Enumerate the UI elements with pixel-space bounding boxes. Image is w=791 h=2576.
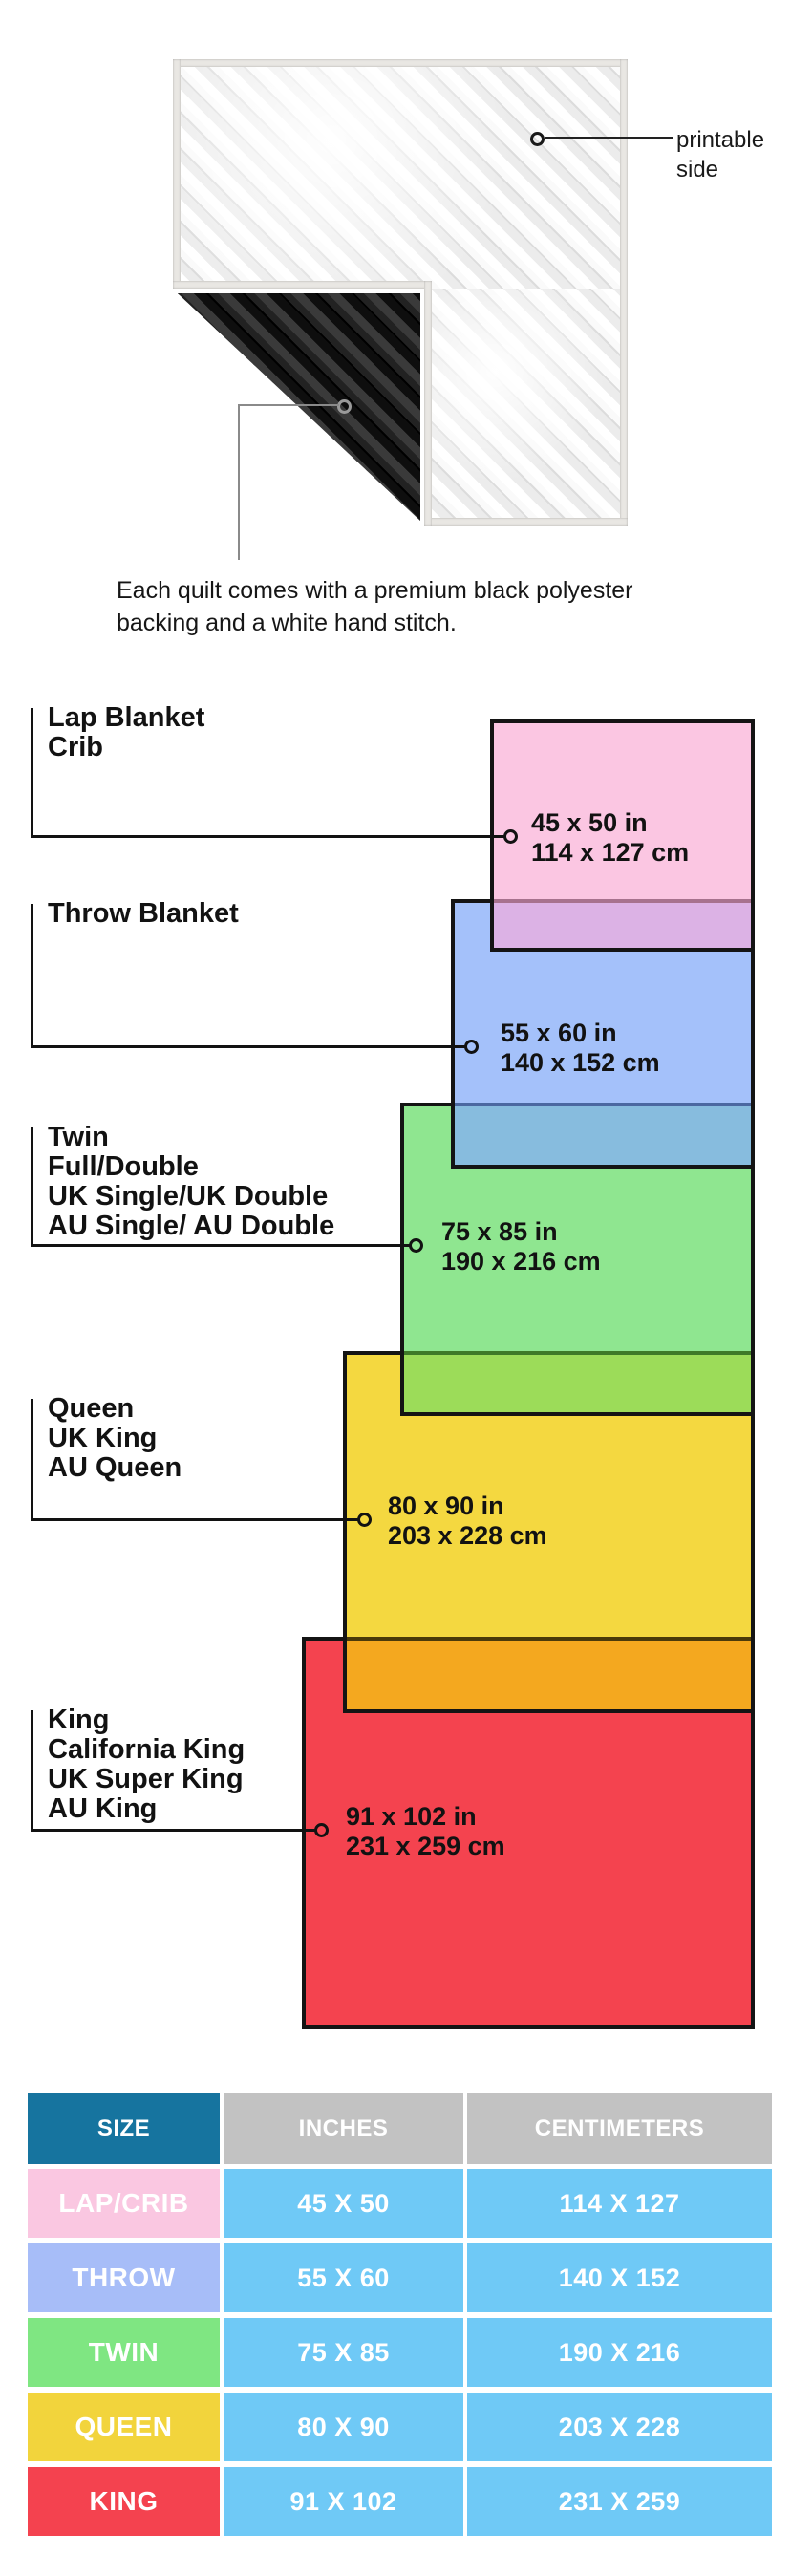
- quilt-binding-right: [620, 59, 628, 526]
- tier-size-cm: 114 x 127 cm: [531, 838, 690, 867]
- table-cell-cm: 114 X 127: [467, 2169, 772, 2238]
- quilt-binding-left: [173, 59, 181, 289]
- overlap-twin-queen: [404, 1355, 751, 1412]
- table-cell-inches: 45 X 50: [224, 2169, 463, 2238]
- black-backing-dot: [337, 399, 352, 414]
- overlap-throw-twin: [455, 1106, 751, 1165]
- printable-side-line: [545, 137, 673, 139]
- overlap-line-king-top: [347, 1637, 751, 1641]
- tier-label-line: AU King: [48, 1793, 158, 1824]
- quilt-binding-top: [173, 59, 628, 67]
- tier-label-line: California King: [48, 1734, 246, 1765]
- table-cell-cm: 190 X 216: [467, 2318, 772, 2387]
- tier-size-inches: 45 x 50 in: [531, 808, 648, 837]
- tier-label-line: King: [48, 1705, 110, 1735]
- tier-tick-vertical-king: [31, 1710, 33, 1832]
- tier-tick-vertical-queen: [31, 1399, 33, 1521]
- tier-label-lap: Lap Blanket Crib: [48, 703, 204, 762]
- tier-size-inches: 91 x 102 in: [346, 1802, 477, 1831]
- table-header-centimeters: CENTIMETERS: [467, 2093, 772, 2164]
- tier-size-inches: 55 x 60 in: [501, 1019, 617, 1047]
- tier-tick-horizontal-throw: [31, 1045, 465, 1048]
- table-cell-cm: 140 X 152: [467, 2243, 772, 2312]
- table-row-label: QUEEN: [28, 2393, 220, 2461]
- table-row-label: KING: [28, 2467, 220, 2536]
- printable-side-dot: [530, 132, 545, 146]
- table-cell-inches: 80 X 90: [224, 2393, 463, 2461]
- table-header-inches: INCHES: [224, 2093, 463, 2164]
- tier-tick-vertical-twin: [31, 1127, 33, 1247]
- tier-label-line: Queen: [48, 1393, 135, 1424]
- tier-label-line: UK Super King: [48, 1764, 244, 1794]
- tier-size-inches: 75 x 85 in: [441, 1217, 558, 1246]
- table-header-size: SIZE: [28, 2093, 220, 2164]
- tier-label-line: Twin: [48, 1122, 109, 1152]
- quilt-binding-fold-horizontal: [173, 281, 432, 289]
- tier-label-king: King California King UK Super King AU Ki…: [48, 1706, 245, 1824]
- table-cell-cm: 231 X 259: [467, 2467, 772, 2536]
- tier-label-queen: Queen UK King AU Queen: [48, 1394, 182, 1483]
- tier-label-line: Throw Blanket: [48, 898, 239, 929]
- overlap-line-throw-top: [494, 899, 751, 903]
- tier-label-line: Full/Double: [48, 1151, 199, 1182]
- tier-size-cm: 231 x 259 cm: [346, 1832, 505, 1860]
- tier-dot-king: [314, 1823, 329, 1837]
- tier-tick-vertical-lap: [31, 708, 33, 838]
- overlap-lap-throw: [494, 903, 751, 948]
- table-cell-inches: 75 X 85: [224, 2318, 463, 2387]
- quilt-front-top: [173, 59, 628, 289]
- tier-label-line: AU Single/ AU Double: [48, 1211, 335, 1241]
- tier-size-cm: 203 x 228 cm: [388, 1521, 547, 1550]
- table-row-label: LAP/CRIB: [28, 2169, 220, 2238]
- tier-label-line: Crib: [48, 732, 103, 762]
- printable-side-label: printable side: [676, 127, 765, 182]
- tier-tick-vertical-throw: [31, 904, 33, 1047]
- table-cell-inches: 91 X 102: [224, 2467, 463, 2536]
- tier-label-line: UK King: [48, 1423, 158, 1453]
- quilt-illustration: [173, 59, 628, 526]
- table-cell-inches: 55 X 60: [224, 2243, 463, 2312]
- tier-size-cm: 140 x 152 cm: [501, 1048, 660, 1077]
- tier-dot-throw: [464, 1040, 479, 1054]
- black-backing-line-vertical: [238, 404, 240, 560]
- tier-tick-horizontal-lap: [31, 835, 504, 838]
- tier-label-twin: Twin Full/Double UK Single/UK Double AU …: [48, 1123, 334, 1241]
- quilt-caption: Each quilt comes with a premium black po…: [117, 577, 633, 636]
- table-cell-cm: 203 X 228: [467, 2393, 772, 2461]
- quilt-front-right: [424, 289, 628, 526]
- tier-label-throw: Throw Blanket: [48, 899, 239, 929]
- table-row-label: TWIN: [28, 2318, 220, 2387]
- quilt-black-backing-fold: [178, 293, 420, 521]
- tier-dot-twin: [409, 1238, 423, 1253]
- overlap-line-twin-top: [455, 1103, 751, 1106]
- quilt-binding-bottom: [424, 518, 628, 526]
- tier-dot-queen: [357, 1513, 372, 1527]
- tier-tick-horizontal-queen: [31, 1518, 358, 1521]
- tier-label-line: Lap Blanket: [48, 702, 205, 733]
- overlap-line-queen-top: [404, 1351, 751, 1355]
- tier-tick-horizontal-king: [31, 1829, 315, 1832]
- tier-tick-horizontal-twin: [31, 1244, 410, 1247]
- table-row-label: THROW: [28, 2243, 220, 2312]
- overlap-queen-king: [347, 1641, 751, 1709]
- quilt-binding-fold-vertical: [424, 281, 432, 526]
- tier-label-line: UK Single/UK Double: [48, 1181, 329, 1212]
- tier-label-line: AU Queen: [48, 1452, 182, 1483]
- tier-dot-lap: [503, 829, 518, 844]
- tier-size-inches: 80 x 90 in: [388, 1492, 504, 1520]
- tier-size-cm: 190 x 216 cm: [441, 1247, 601, 1276]
- black-backing-line-horizontal: [238, 404, 339, 406]
